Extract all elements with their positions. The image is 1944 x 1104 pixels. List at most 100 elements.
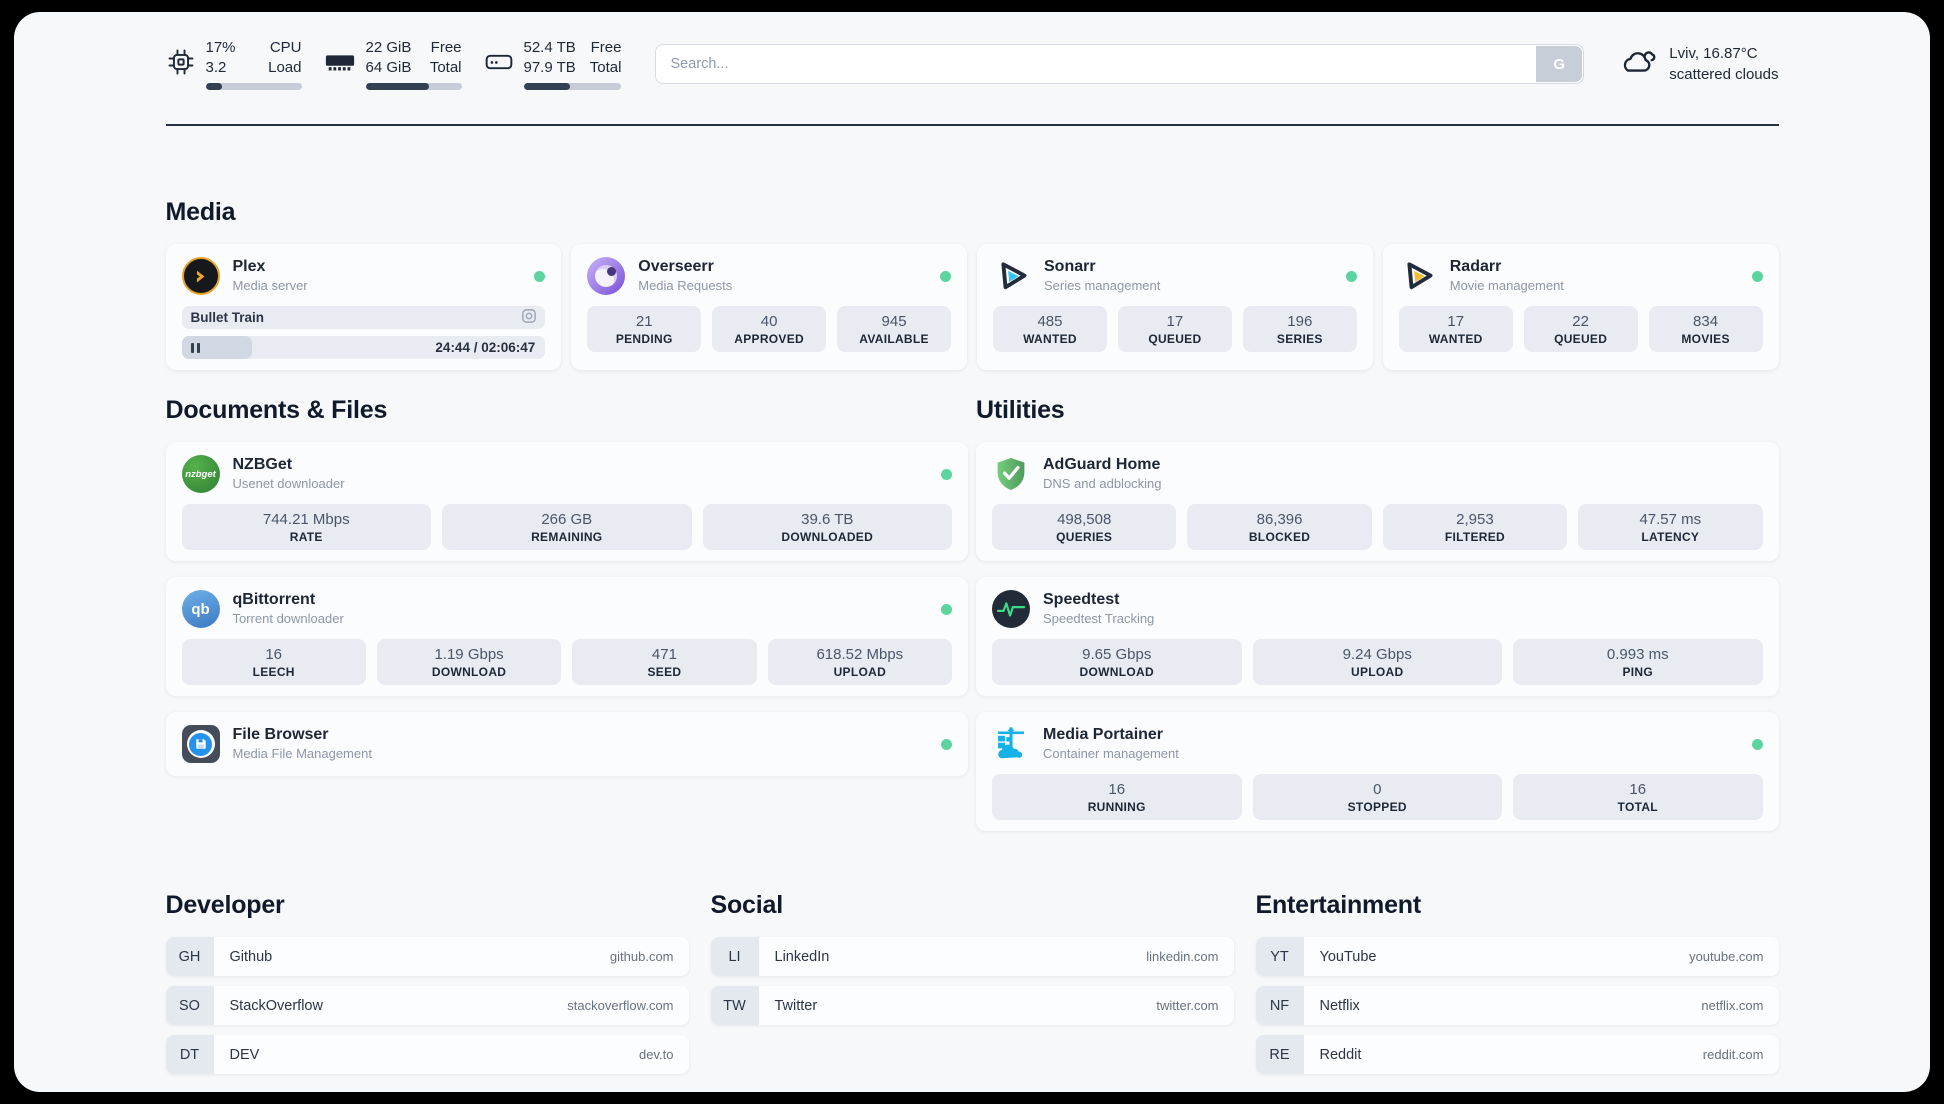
- disk-progressbar: [523, 82, 622, 90]
- card-subtitle: Movie management: [1449, 278, 1564, 294]
- card-sonarr[interactable]: Sonarr Series management 485 WANTED 17 Q…: [977, 244, 1373, 370]
- card-nzbget[interactable]: nzbget NZBGet Usenet downloader 744.21 M…: [165, 442, 968, 561]
- bookmark-github[interactable]: GH Github github.com: [165, 937, 689, 976]
- search-input[interactable]: [655, 44, 1585, 84]
- card-title: qBittorrent: [232, 590, 316, 608]
- section-title-developer: Developer: [165, 891, 285, 919]
- radarr-icon: [1399, 257, 1437, 295]
- card-title: Radarr: [1449, 257, 1502, 275]
- card-qbittorrent[interactable]: qb qBittorrent Torrent downloader 16 LEE…: [165, 577, 968, 696]
- ram-progressbar: [365, 82, 462, 90]
- ram-values: 22 GiB 64 GiB: [365, 39, 412, 76]
- camera-icon: [522, 309, 537, 326]
- cpu-values: 17% 3.2: [205, 39, 236, 76]
- stat-downloaded: 39.6 TB DOWNLOADED: [702, 504, 952, 550]
- card-radarr[interactable]: Radarr Movie management 17 WANTED 22 QUE…: [1382, 244, 1779, 370]
- playback-time: 24:44 / 02:06:47: [435, 340, 536, 355]
- weather-location-temp: Lviv, 16.87°C: [1669, 45, 1758, 62]
- now-playing-title: Bullet Train: [190, 310, 265, 325]
- card-title: Speedtest: [1043, 590, 1120, 608]
- status-dot: [534, 270, 546, 282]
- bookmark-youtube[interactable]: YT YouTube youtube.com: [1255, 937, 1779, 976]
- documents-column: Documents & Files nzbget NZBGet Usenet d…: [165, 396, 968, 831]
- stat-download: 1.19 Gbps DOWNLOAD: [376, 639, 562, 685]
- stat-ping: 0.993 ms PING: [1513, 639, 1763, 685]
- bookmark-dev[interactable]: DT DEV dev.to: [165, 1035, 689, 1074]
- bookmark-twitter[interactable]: TW Twitter twitter.com: [710, 986, 1234, 1025]
- sonarr-icon: [993, 257, 1031, 295]
- ram-widget: 22 GiB 64 GiB Free Total: [324, 38, 462, 90]
- adguard-icon: [992, 455, 1030, 493]
- card-title: NZBGet: [232, 455, 293, 473]
- stat-filtered: 2,953 FILTERED: [1382, 504, 1568, 550]
- section-title-entertainment: Entertainment: [1255, 891, 1422, 919]
- nzbget-icon: nzbget: [181, 455, 220, 493]
- card-plex[interactable]: Plex Media server Bullet Train 24:44 / 0…: [165, 244, 562, 370]
- cloud-icon: [1618, 46, 1658, 82]
- stat-latency: 47.57 ms LATENCY: [1578, 504, 1763, 550]
- stat-seed: 471 SEED: [572, 639, 757, 685]
- status-dot: [941, 468, 952, 480]
- card-title: Media Portainer: [1043, 725, 1164, 743]
- card-speedtest[interactable]: Speedtest Speedtest Tracking 9.65 Gbps D…: [976, 577, 1779, 696]
- card-subtitle: Speedtest Tracking: [1043, 611, 1155, 627]
- section-title-utilities: Utilities: [976, 396, 1065, 424]
- disk-widget: 52.4 TB 97.9 TB Free Total: [484, 38, 622, 90]
- stat-total: 16 TOTAL: [1513, 774, 1763, 820]
- stat-upload: 9.24 Gbps UPLOAD: [1252, 639, 1502, 685]
- card-subtitle: Media server: [232, 278, 308, 294]
- cpu-widget: 17% 3.2 CPU Load: [166, 38, 302, 90]
- bookmark-linkedin[interactable]: LI LinkedIn linkedin.com: [710, 937, 1234, 976]
- card-subtitle: Torrent downloader: [232, 611, 344, 627]
- filebrowser-icon: [181, 725, 220, 763]
- disk-values: 52.4 TB 97.9 TB: [523, 39, 576, 76]
- stat-pending: 21 PENDING: [587, 306, 702, 352]
- stat-rate: 744.21 Mbps RATE: [181, 504, 431, 550]
- ram-labels: Free Total: [429, 39, 462, 76]
- card-portainer[interactable]: Media Portainer Container management 16 …: [976, 712, 1779, 831]
- stat-download: 9.65 Gbps DOWNLOAD: [992, 639, 1242, 685]
- card-title: AdGuard Home: [1043, 455, 1161, 473]
- bookmark-group-developer: Developer GH Github github.com SO StackO…: [165, 891, 689, 1084]
- media-cards-row: Plex Media server Bullet Train 24:44 / 0…: [165, 244, 1779, 370]
- card-title: File Browser: [232, 725, 329, 743]
- card-overseerr[interactable]: Overseerr Media Requests 21 PENDING 40 A…: [571, 244, 967, 370]
- bookmark-group-social: Social LI LinkedIn linkedin.com TW Twitt…: [710, 891, 1234, 1084]
- card-title: Plex: [232, 257, 266, 275]
- stat-movies: 834 MOVIES: [1648, 306, 1763, 352]
- stat-wanted: 485 WANTED: [993, 306, 1107, 352]
- bookmark-netflix[interactable]: NF Netflix netflix.com: [1255, 986, 1779, 1025]
- disk-icon: [484, 50, 514, 79]
- ram-icon: [324, 51, 356, 78]
- stat-stopped: 0 STOPPED: [1252, 774, 1502, 820]
- header-divider: [165, 124, 1779, 126]
- qbittorrent-icon: qb: [181, 590, 220, 628]
- card-subtitle: Container management: [1043, 746, 1179, 762]
- card-adguard[interactable]: AdGuard Home DNS and adblocking 498,508 …: [976, 442, 1779, 561]
- stat-available: 945 AVAILABLE: [837, 306, 952, 352]
- stat-queued: 22 QUEUED: [1523, 306, 1638, 352]
- stat-running: 16 RUNNING: [992, 774, 1242, 820]
- disk-labels: Free Total: [589, 39, 622, 76]
- section-title-documents: Documents & Files: [165, 396, 388, 424]
- cpu-progressbar: [205, 82, 302, 90]
- bookmark-stackoverflow[interactable]: SO StackOverflow stackoverflow.com: [165, 986, 689, 1025]
- now-playing-row: Bullet Train: [181, 306, 546, 329]
- bookmark-reddit[interactable]: RE Reddit reddit.com: [1255, 1035, 1779, 1074]
- card-subtitle: Media File Management: [232, 746, 372, 762]
- card-filebrowser[interactable]: File Browser Media File Management: [165, 712, 968, 776]
- stat-remaining: 266 GB REMAINING: [442, 504, 692, 550]
- top-bar: 17% 3.2 CPU Load: [166, 36, 1779, 92]
- status-dot: [941, 603, 952, 615]
- dashboard-panel: 17% 3.2 CPU Load: [14, 12, 1930, 1092]
- overseerr-icon: [587, 257, 626, 295]
- stat-leech: 16 LEECH: [181, 639, 366, 685]
- stat-upload: 618.52 Mbps UPLOAD: [767, 639, 952, 685]
- card-title: Overseerr: [638, 257, 714, 275]
- playback-progress: 24:44 / 02:06:47: [181, 336, 546, 359]
- pause-icon: [190, 343, 200, 353]
- cpu-icon: [166, 47, 196, 82]
- card-title: Sonarr: [1044, 257, 1096, 275]
- search-bar: G: [655, 44, 1585, 84]
- search-engine-button[interactable]: G: [1536, 46, 1583, 82]
